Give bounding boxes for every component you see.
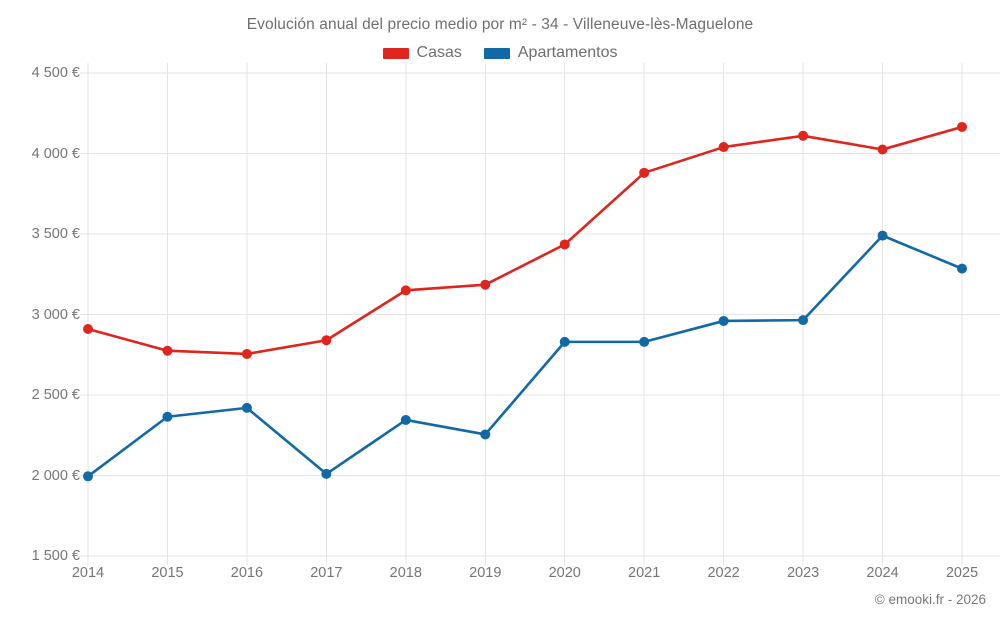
y-axis-tick-label: 4 500 € — [31, 65, 80, 81]
data-point[interactable] — [480, 279, 491, 290]
series-line-apartamentos — [86, 234, 964, 478]
chart-title: Evolución anual del precio medio por m² … — [246, 16, 754, 33]
data-point[interactable] — [957, 263, 967, 274]
legend-item-casas[interactable]: Casas — [382, 44, 462, 62]
data-point[interactable] — [877, 230, 888, 241]
data-point[interactable] — [718, 142, 729, 153]
x-axis-tick-label: 2023 — [786, 565, 820, 581]
data-point[interactable] — [480, 429, 491, 440]
y-axis-tick-label: 3 000 € — [31, 306, 80, 323]
data-point[interactable] — [957, 121, 967, 132]
x-axis-tick-label: 2014 — [71, 565, 105, 581]
y-axis: 4 500 € 4 000 € 3 500 € 3 000 € 2 500 € 2 000… — [8, 0, 80, 625]
legend-label-apartamentos: Apartamentos — [517, 44, 618, 61]
data-point[interactable] — [559, 239, 570, 250]
data-point[interactable] — [400, 285, 411, 296]
x-axis-tick-label: 2015 — [151, 565, 184, 581]
x-axis-tick-label: 2016 — [230, 565, 264, 581]
y-axis-tick-label: 2 000 € — [31, 467, 80, 484]
gridlines — [80, 63, 1000, 565]
legend-swatch-apartamentos — [483, 47, 510, 59]
y-axis-tick-label: 4 000 € — [31, 145, 80, 162]
series-markers — [83, 121, 967, 482]
y-axis-tick-label: 2 500 € — [31, 387, 80, 403]
series-lines — [86, 125, 964, 478]
x-axis-tick-label: 2018 — [389, 565, 422, 581]
data-point[interactable] — [83, 471, 93, 482]
data-point[interactable] — [639, 167, 650, 178]
data-point[interactable] — [162, 345, 173, 356]
y-axis-tick-label: 1 500 € — [31, 548, 80, 564]
data-point[interactable] — [718, 315, 729, 326]
data-point[interactable] — [559, 336, 570, 347]
data-point[interactable] — [798, 130, 809, 141]
data-point[interactable] — [400, 414, 411, 425]
copyright-notice: © emooki.fr - 2026 — [874, 592, 986, 607]
x-axis-tick-label: 2021 — [628, 565, 661, 581]
x-axis-tick-label: 2017 — [310, 565, 343, 581]
x-axis-tick-label: 2025 — [945, 565, 979, 581]
data-point[interactable] — [321, 335, 332, 346]
legend-swatch-casas — [382, 47, 409, 59]
x-axis-tick-label: 2019 — [469, 565, 502, 581]
data-point[interactable] — [798, 315, 809, 326]
y-axis-tick-label: 3 500 € — [31, 226, 80, 242]
x-axis-tick-label: 2022 — [707, 565, 740, 581]
data-point[interactable] — [83, 323, 93, 334]
data-point[interactable] — [162, 411, 173, 422]
legend-item-apartamentos[interactable]: Apartamentos — [483, 44, 618, 62]
data-point[interactable] — [639, 336, 650, 347]
data-point[interactable] — [241, 348, 252, 359]
data-point[interactable] — [321, 468, 332, 479]
legend-label-casas: Casas — [416, 44, 462, 61]
series-line-casas — [86, 125, 964, 356]
chart-legend: Casas Apartamentos — [0, 44, 1000, 62]
x-axis-tick-label: 2024 — [866, 565, 899, 581]
data-point[interactable] — [877, 144, 888, 155]
x-axis-tick-label: 2020 — [548, 565, 581, 581]
data-point[interactable] — [241, 402, 252, 413]
